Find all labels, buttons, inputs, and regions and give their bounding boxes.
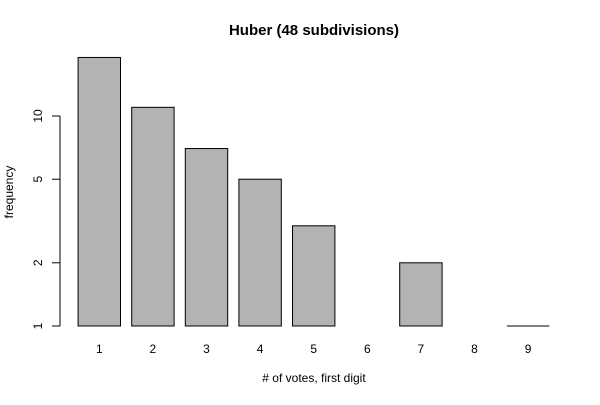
bar-2: [131, 106, 175, 327]
x-tick-label: 1: [96, 342, 103, 356]
bars: [77, 56, 550, 327]
y-axis: 1 2 5 10: [31, 109, 61, 329]
bar-1: [77, 56, 121, 327]
x-tick-label: 7: [418, 342, 425, 356]
x-tick-label: 4: [257, 342, 264, 356]
bar-7: [399, 262, 443, 327]
y-tick-label: 5: [31, 176, 45, 183]
y-tick-label: 1: [31, 322, 45, 329]
x-tick-label: 6: [364, 342, 371, 356]
y-tick-label: 2: [31, 259, 45, 266]
x-tick-label: 9: [525, 342, 532, 356]
y-tick-label: 10: [31, 109, 45, 123]
y-axis-label: frequency: [2, 166, 16, 219]
x-tick-label: 8: [471, 342, 478, 356]
chart-title: Huber (48 subdivisions): [229, 22, 399, 39]
x-tick-label: 2: [150, 342, 157, 356]
bar-4: [238, 178, 282, 327]
x-tick-labels: 1 2 3 4 5 6 7 8 9: [96, 342, 532, 356]
x-tick-label: 3: [203, 342, 210, 356]
x-axis-label: # of votes, first digit: [262, 371, 366, 385]
bar-5: [292, 225, 336, 327]
bar-3: [184, 148, 229, 327]
x-tick-label: 5: [310, 342, 317, 356]
